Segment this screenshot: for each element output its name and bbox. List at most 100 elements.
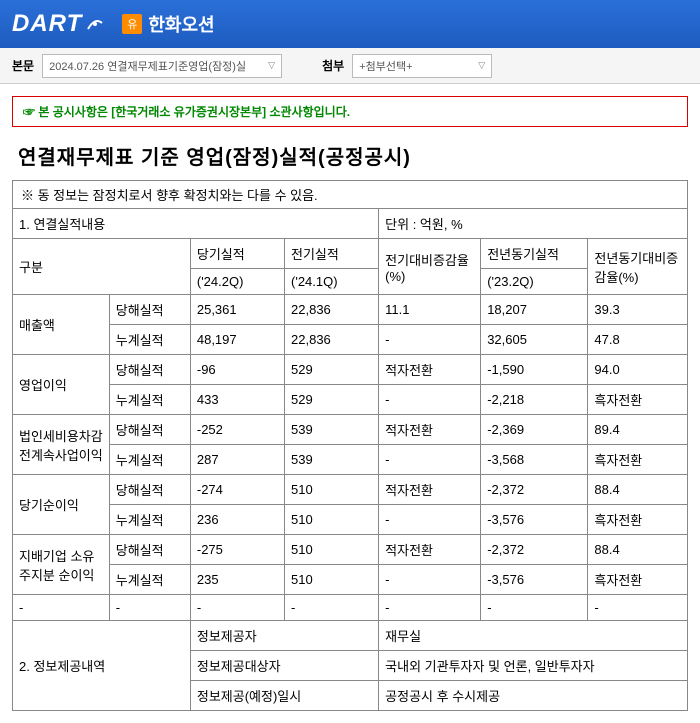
col-prev2: ('24.1Q) xyxy=(285,269,379,295)
cell: -96 xyxy=(190,355,284,385)
table-row: 누계실적235510--3,576흑자전환 xyxy=(13,565,688,595)
cell: - xyxy=(190,595,284,621)
cell: - xyxy=(379,325,481,355)
table-row: 누계실적236510--3,576흑자전환 xyxy=(13,505,688,535)
cell: -3,576 xyxy=(481,565,588,595)
cell: -1,590 xyxy=(481,355,588,385)
cell: 48,197 xyxy=(190,325,284,355)
cell: 정보제공(예정)일시 xyxy=(190,681,378,711)
logo[interactable]: DART xyxy=(12,10,104,38)
cell: 적자전환 xyxy=(379,475,481,505)
logo-swoosh-icon xyxy=(86,15,104,33)
cell: 39.3 xyxy=(588,295,688,325)
market-tag: 유 xyxy=(122,14,142,34)
toolbar: 본문 2024.07.26 연결재무제표기준영업(잠정)실 ▽ 첨부 +첨부선택… xyxy=(0,48,700,84)
page-title: 연결재무제표 기준 영업(잠정)실적(공정공시) xyxy=(18,141,682,170)
attach-select[interactable]: +첨부선택+ ▽ xyxy=(352,54,492,78)
cell: 당해실적 xyxy=(109,475,190,505)
cell: 539 xyxy=(285,445,379,475)
cell: -2,218 xyxy=(481,385,588,415)
col-yoy: 전년동기실적 xyxy=(481,239,588,269)
cell: -3,568 xyxy=(481,445,588,475)
cell: 누계실적 xyxy=(109,565,190,595)
cell: 18,207 xyxy=(481,295,588,325)
cell: - xyxy=(588,595,688,621)
cell: 529 xyxy=(285,385,379,415)
col-cur: 당기실적 xyxy=(190,239,284,269)
table-row: 누계실적433529--2,218흑자전환 xyxy=(13,385,688,415)
cell: -275 xyxy=(190,535,284,565)
cell: 529 xyxy=(285,355,379,385)
cell: 510 xyxy=(285,565,379,595)
cell: -274 xyxy=(190,475,284,505)
cell: 89.4 xyxy=(588,415,688,445)
table-row: 지배기업 소유주지분 순이익당해실적-275510적자전환-2,37288.4 xyxy=(13,535,688,565)
cell: 정보제공자 xyxy=(190,621,378,651)
cell: 539 xyxy=(285,415,379,445)
unit-label: 단위 : 억원, % xyxy=(379,209,688,239)
content: ☞ 본 공시사항은 [한국거래소 유가증권시장본부] 소관사항입니다. 연결재무… xyxy=(0,84,700,723)
cell: - xyxy=(285,595,379,621)
cell: 88.4 xyxy=(588,535,688,565)
cell: - xyxy=(379,445,481,475)
row-name: 법인세비용차감전계속사업이익 xyxy=(13,415,110,475)
row-name: 매출액 xyxy=(13,295,110,355)
cell: 236 xyxy=(190,505,284,535)
cell: 재무실 xyxy=(379,621,688,651)
table-row: 누계실적48,19722,836-32,60547.8 xyxy=(13,325,688,355)
col-gubun: 구분 xyxy=(13,239,191,295)
cell: -2,369 xyxy=(481,415,588,445)
main-doc-select[interactable]: 2024.07.26 연결재무제표기준영업(잠정)실 ▽ xyxy=(42,54,282,78)
cell: 510 xyxy=(285,505,379,535)
table-row: ------- xyxy=(13,595,688,621)
cell: 국내외 기관투자자 및 언론, 일반투자자 xyxy=(379,651,688,681)
attach-label: 첨부 xyxy=(322,57,344,74)
table-row: 누계실적287539--3,568흑자전환 xyxy=(13,445,688,475)
notice-box: ☞ 본 공시사항은 [한국거래소 유가증권시장본부] 소관사항입니다. xyxy=(12,96,688,127)
table-row: 매출액당해실적25,36122,83611.118,20739.3 xyxy=(13,295,688,325)
table-header-row: 구분 당기실적 전기실적 전기대비증감율(%) 전년동기실적 전년동기대비증감율… xyxy=(13,239,688,269)
cell: 25,361 xyxy=(190,295,284,325)
section-label: 1. 연결실적내용 xyxy=(13,209,379,239)
cell: 당해실적 xyxy=(109,295,190,325)
cell: -3,576 xyxy=(481,505,588,535)
cell: - xyxy=(379,505,481,535)
row-name: 영업이익 xyxy=(13,355,110,415)
cell: 흑자전환 xyxy=(588,505,688,535)
results-table: ※ 동 정보는 잠정치로서 향후 확정치와는 다를 수 있음. 1. 연결실적내… xyxy=(12,180,688,711)
col-prev: 전기실적 xyxy=(285,239,379,269)
cell: 당해실적 xyxy=(109,415,190,445)
table-row: 1. 연결실적내용 단위 : 억원, % xyxy=(13,209,688,239)
cell: -2,372 xyxy=(481,475,588,505)
cell: - xyxy=(13,595,110,621)
cell: - xyxy=(379,385,481,415)
cell: - xyxy=(481,595,588,621)
col-yoy2: ('23.2Q) xyxy=(481,269,588,295)
attach-value: +첨부선택+ xyxy=(359,58,412,74)
cell: 누계실적 xyxy=(109,505,190,535)
cell: 누계실적 xyxy=(109,385,190,415)
cell: - xyxy=(379,565,481,595)
cell: 510 xyxy=(285,535,379,565)
cell: 적자전환 xyxy=(379,355,481,385)
cell: 흑자전환 xyxy=(588,445,688,475)
chevron-down-icon: ▽ xyxy=(268,60,275,71)
cell: 적자전환 xyxy=(379,535,481,565)
main-doc-label: 본문 xyxy=(12,57,34,74)
cell: 정보제공대상자 xyxy=(190,651,378,681)
row-name: 당기순이익 xyxy=(13,475,110,535)
cell: 32,605 xyxy=(481,325,588,355)
table-row: ※ 동 정보는 잠정치로서 향후 확정치와는 다를 수 있음. xyxy=(13,181,688,209)
company-name: 한화오션 xyxy=(148,11,214,37)
cell: 510 xyxy=(285,475,379,505)
cell: 흑자전환 xyxy=(588,385,688,415)
notice-arrow-icon: ☞ xyxy=(23,105,35,119)
cell: - xyxy=(379,595,481,621)
cell: 88.4 xyxy=(588,475,688,505)
header: DART 유 한화오션 xyxy=(0,0,700,48)
notice-t2: [한국거래소 유가증권시장본부] xyxy=(111,105,266,119)
cell: 당해실적 xyxy=(109,355,190,385)
cell: 공정공시 후 수시제공 xyxy=(379,681,688,711)
cell: 235 xyxy=(190,565,284,595)
section-label: 2. 정보제공내역 xyxy=(13,621,191,711)
